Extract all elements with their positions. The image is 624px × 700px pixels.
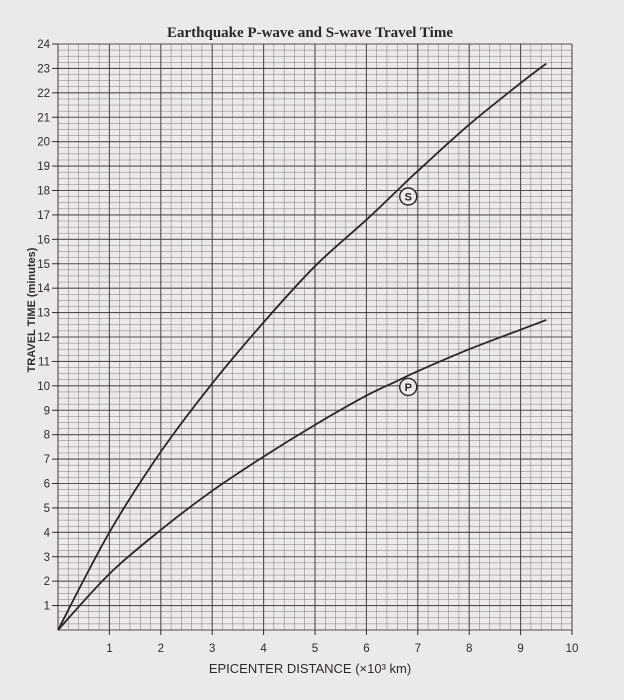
y-tick-label: 15	[37, 259, 50, 271]
y-tick-label: 13	[37, 308, 50, 320]
x-tick-label: 2	[158, 643, 164, 655]
x-tick-label: 7	[415, 643, 421, 655]
x-tick-label: 1	[106, 643, 112, 655]
y-tick-label: 16	[37, 234, 50, 246]
x-tick-label: 3	[209, 643, 215, 655]
y-tick-label: 8	[44, 430, 50, 442]
y-tick-label: 7	[44, 454, 50, 466]
y-tick-label: 1	[44, 601, 50, 613]
y-tick-label: 4	[44, 527, 51, 539]
series-s-label: S	[405, 192, 412, 204]
x-tick-label: 10	[566, 643, 579, 655]
y-tick-label: 18	[37, 186, 50, 198]
y-tick-label: 12	[37, 332, 50, 344]
series-s-marker	[399, 187, 418, 206]
y-tick-label: 22	[37, 88, 50, 100]
x-tick-label: 4	[260, 643, 267, 655]
x-tick-label: 9	[517, 643, 523, 655]
grid	[57, 43, 573, 631]
y-tick-label: 2	[44, 576, 50, 588]
series-p-label: P	[405, 382, 412, 394]
y-tick-label: 6	[44, 479, 50, 491]
x-tick-label: 6	[363, 643, 369, 655]
x-tick-label: 8	[466, 643, 472, 655]
y-tick-label: 3	[44, 552, 50, 564]
y-tick-label: 9	[44, 405, 50, 417]
series-s-line	[57, 62, 547, 631]
series-p-line	[57, 319, 547, 631]
chart-title: Earthquake P-wave and S-wave Travel Time	[167, 25, 453, 41]
y-tick-label: 21	[37, 112, 50, 124]
y-tick-label: 14	[37, 283, 50, 295]
y-tick-label: 5	[44, 503, 50, 515]
y-axis-label: TRAVEL TIME (minutes)	[26, 247, 38, 372]
y-tick-label: 10	[37, 381, 50, 393]
y-tick-label: 17	[37, 210, 50, 222]
tick-labels: 1 2 3 4 5 6 7 8 9 1012345678910111213141516171819…	[37, 39, 578, 655]
series-p-marker	[399, 377, 418, 397]
y-tick-label: 24	[37, 39, 50, 51]
x-axis-label: EPICENTER DISTANCE (×10³ km)	[209, 661, 411, 676]
y-tick-label: 19	[37, 161, 50, 173]
y-tick-label: 23	[37, 63, 50, 75]
y-tick-label: 11	[38, 356, 50, 368]
series-curves: SP	[57, 62, 547, 631]
x-tick-label: 5	[312, 643, 318, 655]
y-tick-label: 20	[37, 137, 50, 149]
